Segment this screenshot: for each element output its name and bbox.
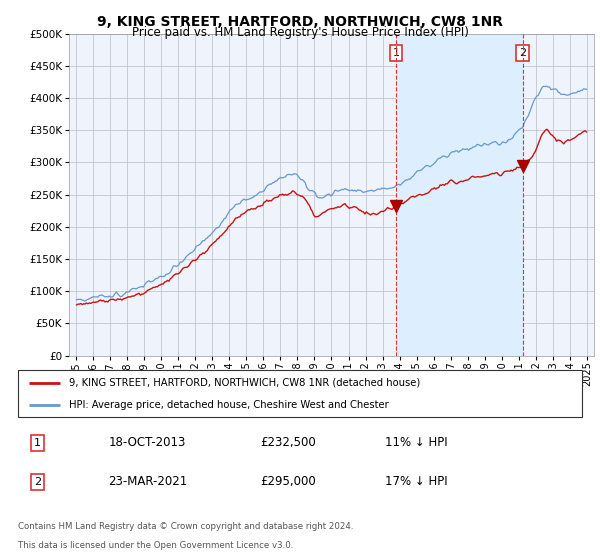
Text: 2: 2 — [34, 477, 41, 487]
Text: 1: 1 — [34, 438, 41, 448]
Text: 18-OCT-2013: 18-OCT-2013 — [108, 436, 185, 450]
Text: 2: 2 — [519, 48, 526, 58]
Text: 23-MAR-2021: 23-MAR-2021 — [108, 475, 187, 488]
Text: 17% ↓ HPI: 17% ↓ HPI — [385, 475, 447, 488]
Text: 9, KING STREET, HARTFORD, NORTHWICH, CW8 1NR: 9, KING STREET, HARTFORD, NORTHWICH, CW8… — [97, 15, 503, 29]
FancyBboxPatch shape — [18, 370, 582, 417]
Text: Contains HM Land Registry data © Crown copyright and database right 2024.: Contains HM Land Registry data © Crown c… — [18, 522, 353, 531]
Bar — [396, 34, 523, 356]
Text: £232,500: £232,500 — [260, 436, 316, 450]
Text: £295,000: £295,000 — [260, 475, 316, 488]
Text: 9, KING STREET, HARTFORD, NORTHWICH, CW8 1NR (detached house): 9, KING STREET, HARTFORD, NORTHWICH, CW8… — [69, 378, 420, 388]
Text: HPI: Average price, detached house, Cheshire West and Chester: HPI: Average price, detached house, Ches… — [69, 400, 389, 410]
Text: 1: 1 — [392, 48, 400, 58]
Text: This data is licensed under the Open Government Licence v3.0.: This data is licensed under the Open Gov… — [18, 541, 293, 550]
Text: 11% ↓ HPI: 11% ↓ HPI — [385, 436, 447, 450]
Text: Price paid vs. HM Land Registry's House Price Index (HPI): Price paid vs. HM Land Registry's House … — [131, 26, 469, 39]
